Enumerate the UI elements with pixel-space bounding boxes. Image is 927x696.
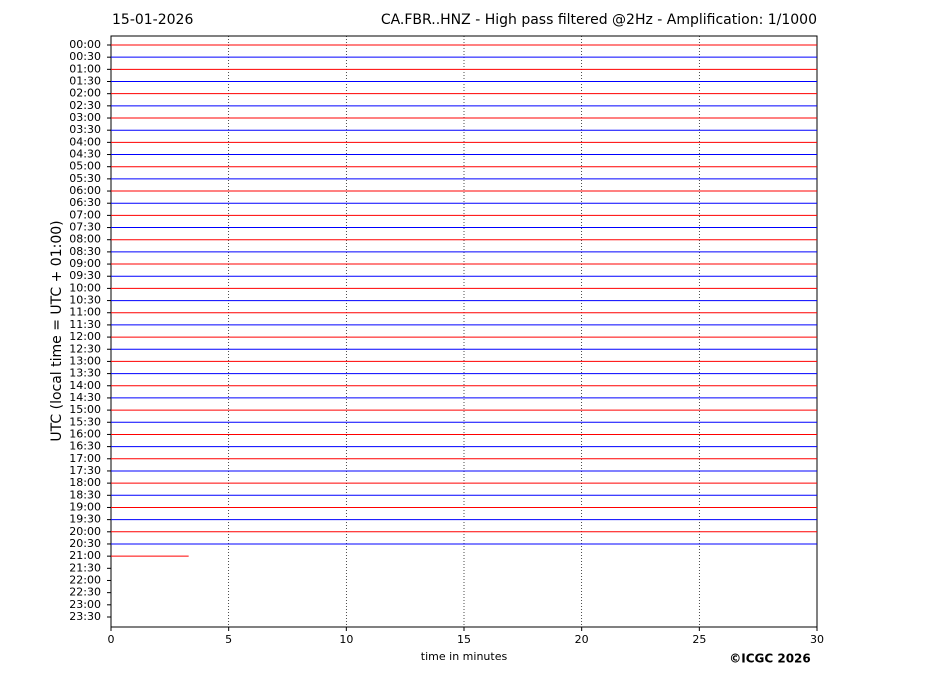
y-tick-label: 07:30 xyxy=(69,221,101,234)
y-axis-label: UTC (local time = UTC + 01:00) xyxy=(49,220,65,441)
y-tick-label: 10:00 xyxy=(69,281,101,294)
y-tick-label: 20:30 xyxy=(69,537,101,550)
y-tick-label: 02:30 xyxy=(69,99,101,112)
y-tick-label: 04:00 xyxy=(69,135,101,148)
x-tick-label: 5 xyxy=(225,633,232,646)
y-tick-label: 06:00 xyxy=(69,184,101,197)
x-tick-label: 20 xyxy=(575,633,589,646)
y-tick-label: 02:00 xyxy=(69,87,101,100)
y-tick-label: 00:30 xyxy=(69,50,101,63)
y-tick-label: 10:30 xyxy=(69,294,101,307)
y-tick-label: 23:00 xyxy=(69,598,101,611)
y-tick-label: 13:30 xyxy=(69,367,101,380)
y-tick-label: 18:00 xyxy=(69,476,101,489)
y-tick-label: 16:00 xyxy=(69,427,101,440)
y-tick-label: 05:30 xyxy=(69,172,101,185)
chart-title: CA.FBR..HNZ - High pass filtered @2Hz - … xyxy=(381,12,817,28)
y-tick-label: 15:30 xyxy=(69,415,101,428)
y-tick-label: 20:00 xyxy=(69,525,101,538)
date: 15-01-2026 xyxy=(112,12,193,28)
x-tick-label: 25 xyxy=(692,633,706,646)
y-tick-label: 21:00 xyxy=(69,549,101,562)
y-tick-label: 23:30 xyxy=(69,610,101,623)
x-tick-label: 0 xyxy=(108,633,115,646)
y-tick-label: 19:00 xyxy=(69,500,101,513)
plot-frame xyxy=(110,35,818,628)
y-tick-label: 14:30 xyxy=(69,391,101,404)
y-tick-label: 09:00 xyxy=(69,257,101,270)
y-tick-label: 03:30 xyxy=(69,123,101,136)
y-tick-label: 03:00 xyxy=(69,111,101,124)
y-tick-label: 16:30 xyxy=(69,440,101,453)
x-tick-label: 10 xyxy=(339,633,353,646)
y-tick-label: 11:00 xyxy=(69,306,101,319)
y-tick-label: 18:30 xyxy=(69,488,101,501)
y-tick-label: 12:30 xyxy=(69,342,101,355)
y-tick-label: 05:00 xyxy=(69,160,101,173)
x-tick-label: 15 xyxy=(457,633,471,646)
y-tick-label: 01:30 xyxy=(69,75,101,88)
y-tick-label: 22:30 xyxy=(69,586,101,599)
y-tick-label: 06:30 xyxy=(69,196,101,209)
credit: ©ICGC 2026 xyxy=(729,652,811,666)
y-tick-label: 15:00 xyxy=(69,403,101,416)
x-axis-label: time in minutes xyxy=(421,650,508,663)
x-tick-label: 30 xyxy=(810,633,824,646)
y-tick-label: 08:30 xyxy=(69,245,101,258)
y-tick-label: 21:30 xyxy=(69,561,101,574)
y-tick-label: 11:30 xyxy=(69,318,101,331)
y-tick-label: 00:00 xyxy=(69,38,101,51)
y-tick-label: 08:00 xyxy=(69,233,101,246)
y-tick-label: 14:00 xyxy=(69,379,101,392)
y-tick-label: 12:00 xyxy=(69,330,101,343)
y-tick-label: 07:00 xyxy=(69,208,101,221)
y-tick-label: 09:30 xyxy=(69,269,101,282)
y-tick-label: 17:00 xyxy=(69,452,101,465)
y-tick-label: 04:30 xyxy=(69,148,101,161)
y-tick-label: 13:00 xyxy=(69,354,101,367)
y-tick-label: 17:30 xyxy=(69,464,101,477)
y-tick-label: 01:00 xyxy=(69,62,101,75)
y-tick-label: 22:00 xyxy=(69,573,101,586)
y-tick-label: 19:30 xyxy=(69,513,101,526)
